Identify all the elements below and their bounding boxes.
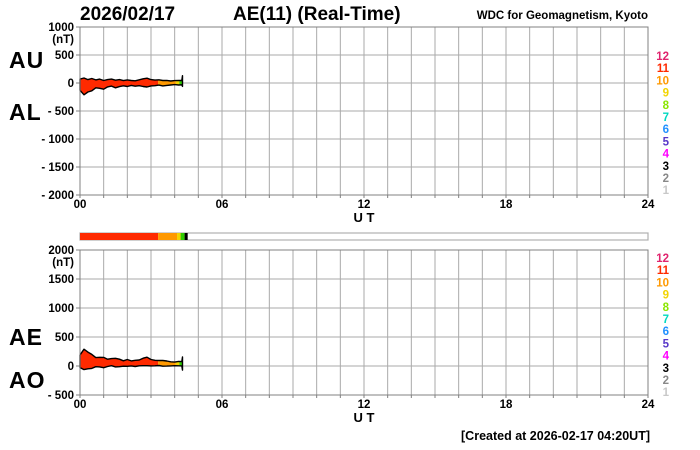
y-tick-label: - 1000 xyxy=(41,134,74,146)
y-tick-label: - 500 xyxy=(48,106,74,118)
y-axis-unit-label: (nT) xyxy=(52,34,74,46)
organization-credit: WDC for Geomagnetism, Kyoto xyxy=(476,10,648,22)
created-timestamp: [Created at 2026-02-17 04:20UT] xyxy=(461,429,650,443)
station-count-5: 5 xyxy=(663,338,670,350)
station-count-9: 9 xyxy=(663,88,669,100)
y-axis-unit-label: (nT) xyxy=(52,257,74,269)
data-band-segment xyxy=(179,357,183,371)
availability-bar-segment xyxy=(158,233,178,240)
station-count-8: 8 xyxy=(663,302,670,314)
y-tick-label: 0 xyxy=(68,78,74,90)
y-tick-label: - 500 xyxy=(48,390,74,402)
data-band-outline xyxy=(79,348,184,371)
x-tick-label: 06 xyxy=(216,399,229,411)
x-tick-label: 18 xyxy=(500,399,513,411)
availability-bar-segment xyxy=(80,233,159,240)
station-count-4: 4 xyxy=(663,351,670,363)
x-axis-title: U T xyxy=(354,410,375,425)
y-tick-label: 500 xyxy=(55,332,74,344)
station-count-1: 1 xyxy=(663,185,670,197)
x-tick-label: 24 xyxy=(642,199,655,211)
station-count-7: 7 xyxy=(663,112,669,124)
panel-label-al: AL xyxy=(9,99,42,125)
y-tick-label: 1000 xyxy=(48,303,74,315)
station-count-3: 3 xyxy=(663,363,669,375)
availability-bar-segment xyxy=(184,233,188,240)
y-tick-label: 0 xyxy=(68,361,74,373)
page-title: AE(11) (Real-Time) xyxy=(233,4,401,25)
y-tick-label: - 2000 xyxy=(41,190,74,202)
station-count-2: 2 xyxy=(663,375,669,387)
plot-date: 2026/02/17 xyxy=(80,4,176,25)
y-tick-label: - 1500 xyxy=(41,162,74,174)
station-count-6: 6 xyxy=(663,326,669,338)
y-tick-label: 2000 xyxy=(48,245,74,257)
y-tick-label: 1000 xyxy=(48,22,74,34)
availability-bar-segment xyxy=(177,233,181,240)
station-count-6: 6 xyxy=(663,124,669,136)
station-count-11: 11 xyxy=(657,265,670,277)
data-band-segment xyxy=(175,361,180,366)
station-count-11: 11 xyxy=(657,63,670,75)
x-tick-label: 00 xyxy=(74,399,87,411)
y-tick-label: 500 xyxy=(55,50,74,62)
panel-label-ae: AE xyxy=(9,324,43,350)
data-band-segment xyxy=(175,80,180,85)
station-count-9: 9 xyxy=(663,290,669,302)
data-band-outline xyxy=(79,75,184,96)
x-tick-label: 06 xyxy=(216,199,229,211)
station-count-5: 5 xyxy=(663,136,670,148)
x-tick-label: 12 xyxy=(358,199,371,211)
station-count-2: 2 xyxy=(663,173,669,185)
availability-bar-segment xyxy=(180,233,185,240)
station-count-12: 12 xyxy=(656,51,669,63)
x-axis-title: U T xyxy=(354,210,375,225)
x-tick-label: 24 xyxy=(642,399,655,411)
station-count-12: 12 xyxy=(656,253,669,265)
station-count-10: 10 xyxy=(656,75,669,87)
station-count-7: 7 xyxy=(663,314,669,326)
station-count-3: 3 xyxy=(663,161,669,173)
plot-border xyxy=(79,249,649,396)
x-tick-label: 00 xyxy=(74,199,87,211)
station-count-4: 4 xyxy=(663,149,670,161)
panel-label-ao: AO xyxy=(9,367,46,393)
station-count-10: 10 xyxy=(656,277,669,289)
plot-border xyxy=(79,26,649,196)
panel-label-au: AU xyxy=(9,47,45,73)
station-count-1: 1 xyxy=(663,387,670,399)
x-tick-label: 12 xyxy=(358,399,371,411)
station-count-8: 8 xyxy=(663,100,670,112)
y-tick-label: 1500 xyxy=(48,274,74,286)
x-tick-label: 18 xyxy=(500,199,513,211)
